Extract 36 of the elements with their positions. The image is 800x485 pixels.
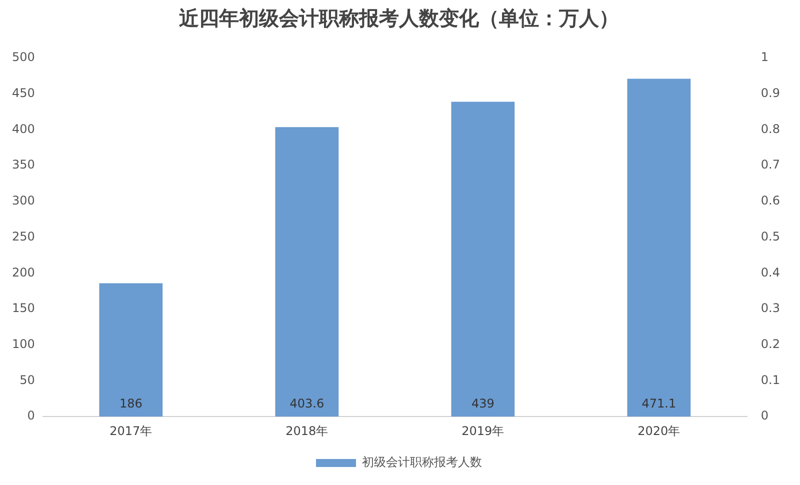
bar [275,127,339,417]
chart-title: 近四年初级会计职称报考人数变化（单位：万人） [178,6,619,30]
x-tick-label: 2019年 [462,424,504,438]
x-tick-label: 2020年 [638,424,680,438]
y2-tick-label: 0.7 [760,158,780,172]
y2-tick-label: 0.8 [760,122,780,136]
y2-tick-label: 1 [760,50,769,64]
x-tick-label: 2017年 [110,424,152,438]
y-tick-label: 400 [12,122,35,136]
y-tick-label: 250 [12,229,35,244]
data-label: 471.1 [642,396,676,411]
y2-tick-label: 0.9 [760,86,780,100]
y-tick-label: 200 [12,265,35,280]
y2-tick-label: 0.4 [760,265,780,280]
y2-tick-label: 0.3 [760,301,780,316]
y-tick-label: 350 [12,158,35,172]
data-label: 403.6 [290,396,324,411]
data-label: 439 [471,396,494,411]
y2-tick-label: 0.5 [760,229,780,244]
legend-label: 初级会计职称报考人数 [362,455,482,470]
y2-tick-label: 0 [760,408,769,423]
y-tick-label: 100 [12,337,35,352]
y-tick-label: 300 [12,194,35,208]
data-label: 186 [119,396,142,411]
y2-tick-label: 0.1 [760,372,780,387]
x-tick-label: 2018年 [286,424,328,438]
bar [451,102,515,417]
y-tick-label: 0 [27,408,35,423]
y-tick-label: 500 [12,50,35,64]
bar [627,78,691,417]
y2-tick-label: 0.2 [760,337,780,352]
y2-tick-label: 0.6 [760,194,780,208]
y-tick-label: 150 [12,301,35,316]
bar [99,283,163,417]
y-tick-label: 50 [20,372,35,387]
y-tick-label: 450 [12,86,35,100]
